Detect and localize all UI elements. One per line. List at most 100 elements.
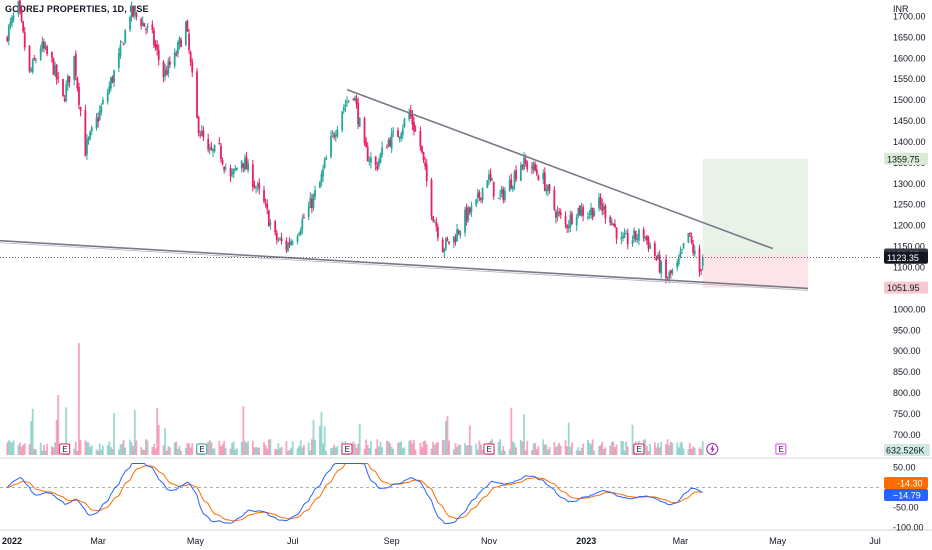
price-tick-label: 950.00 — [893, 325, 921, 335]
volume-bar — [121, 443, 123, 455]
candle-body — [269, 222, 272, 225]
last-price-tag: 1123.35 — [887, 253, 919, 263]
earnings-marker-letter: E — [199, 445, 204, 454]
candle-body — [401, 128, 404, 135]
volume-bar — [644, 439, 647, 455]
candle-body — [309, 197, 312, 208]
volume-bar — [129, 439, 131, 455]
candle-body — [188, 33, 190, 51]
volume-bar — [435, 442, 438, 455]
volume-bar — [430, 448, 433, 455]
time-tick-label: 2023 — [576, 536, 596, 546]
volume-bar — [510, 407, 513, 455]
volume-bar — [74, 441, 77, 455]
volume-bar — [19, 442, 21, 455]
candle-body — [486, 180, 489, 188]
candle-body — [671, 270, 674, 274]
candle-body — [119, 44, 122, 56]
volume-bar — [229, 448, 232, 455]
candle-body — [153, 30, 155, 46]
resistance-trendline — [346, 88, 774, 250]
candle-body — [555, 211, 557, 218]
volume-bar — [220, 446, 222, 455]
candle-body — [430, 179, 433, 216]
symbol-title[interactable]: GODREJ PROPERTIES, 1D, NSE — [5, 4, 149, 14]
volume-bar — [288, 450, 291, 455]
volume-bar — [322, 443, 324, 455]
volume-bar — [531, 449, 533, 455]
candle-body — [542, 172, 545, 180]
candle-body — [62, 78, 64, 96]
volume-value-tag: 632.526K — [886, 446, 925, 456]
candle-body — [397, 130, 399, 138]
candle-body — [301, 219, 304, 230]
volume-bar — [307, 442, 310, 455]
price-tick-label: 1500.00 — [893, 95, 926, 105]
candle-body — [102, 99, 104, 104]
candle-body — [264, 203, 267, 205]
volume-bar — [424, 440, 427, 455]
candle-body — [537, 175, 540, 181]
candle-body — [220, 145, 222, 160]
volume-bar — [403, 447, 406, 455]
volume-bar — [55, 420, 58, 455]
candle-body — [223, 166, 226, 170]
oscillator-main-tag: −14.79 — [893, 491, 921, 501]
volume-bar — [668, 445, 671, 455]
volume-bar — [625, 441, 628, 455]
volume-bar — [578, 450, 581, 455]
volume-bar — [653, 442, 656, 455]
candle-body — [623, 233, 626, 238]
candle-body — [231, 172, 234, 175]
time-tick-label: 2022 — [2, 536, 22, 546]
candle-body — [491, 179, 494, 181]
volume-bar — [46, 443, 48, 455]
candle-body — [145, 28, 147, 30]
volume-bar — [154, 448, 157, 455]
volume-bar — [508, 449, 511, 455]
volume-bar — [459, 444, 462, 455]
candle-body — [357, 102, 360, 125]
time-tick-label: Nov — [481, 536, 498, 546]
volume-bar — [601, 441, 604, 455]
candle-body — [508, 180, 511, 192]
volume-bar — [290, 447, 293, 455]
candle-body — [389, 139, 391, 147]
candle-body — [526, 162, 529, 170]
volume-bar — [100, 449, 103, 455]
volume-bar — [401, 448, 404, 455]
volume-bar — [446, 415, 449, 455]
candle-body — [468, 207, 471, 213]
volume-bar — [7, 440, 10, 455]
volume-bar — [143, 450, 146, 455]
candle-body — [523, 157, 525, 170]
candle-body — [470, 205, 473, 213]
volume-bar — [234, 449, 237, 455]
volume-bar — [76, 450, 79, 455]
volume-bar — [224, 447, 227, 455]
candle-body — [280, 238, 283, 242]
candle-body — [65, 84, 68, 101]
candle-body — [57, 77, 60, 79]
volume-bar — [537, 446, 540, 455]
volume-bar — [6, 442, 9, 455]
volume-bar — [370, 441, 372, 455]
price-tick-label: 1600.00 — [893, 53, 926, 63]
volume-bar — [413, 439, 415, 455]
candle-body — [87, 137, 90, 141]
candle-body — [106, 92, 109, 102]
volume-bar — [689, 442, 691, 455]
volume-bar — [12, 440, 15, 455]
volume-bar — [41, 450, 44, 455]
candle-body — [593, 210, 596, 217]
candle-body — [669, 270, 672, 274]
volume-bar — [73, 448, 76, 455]
candle-body — [154, 44, 157, 48]
candle-body — [642, 229, 645, 238]
candle-body — [510, 179, 513, 189]
candle-body — [425, 164, 428, 182]
volume-bar — [381, 447, 383, 455]
volume-bar — [264, 445, 267, 455]
volume-bar — [274, 449, 277, 455]
